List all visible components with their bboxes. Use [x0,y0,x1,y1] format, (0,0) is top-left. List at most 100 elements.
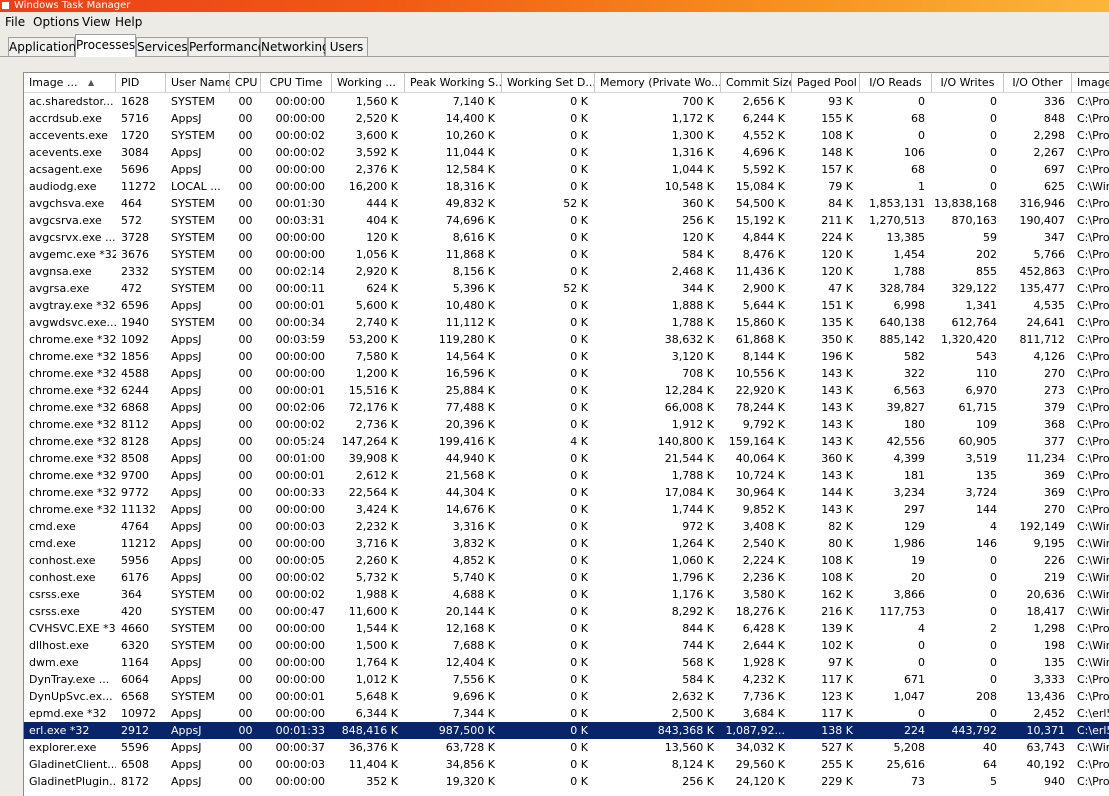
column-header-cpu-time[interactable]: CPU Time [261,73,332,92]
column-header-image-name[interactable]: Image ... ▲ [24,73,116,92]
cell-pid: 11212 [121,537,156,550]
cell-io-writes: 208 [976,690,997,703]
cell-pid: 5956 [121,554,149,567]
column-header-io-writes[interactable]: I/O Writes [932,73,1004,92]
cell-image-name: avgrsa.exe [29,282,90,295]
process-row[interactable]: avgcsrvx.exe ... 3728 SYSTEM 00 00:00:00 120 … [24,229,1109,246]
process-row[interactable]: accrdsub.exe 5716 AppsJ 00 00:00:00 2,520 K 14… [24,110,1109,127]
process-row[interactable]: chrome.exe *32 8112 AppsJ 00 00:00:02 2,736 K… [24,416,1109,433]
process-row[interactable]: accevents.exe 1720 SYSTEM 00 00:00:02 3,600 K… [24,127,1109,144]
menu-file[interactable]: File [5,15,26,29]
process-row[interactable]: DynUpSvc.ex... 6568 SYSTEM 00 00:00:01 5,648 … [24,688,1109,705]
cell-cpu: 00 [238,435,253,448]
menu-view[interactable]: View [82,15,111,29]
column-header-commit-size[interactable]: Commit Size [721,73,792,92]
cell-working-set: 1,988 K [355,588,398,601]
column-header-image-path[interactable]: Image [1072,73,1109,92]
tab-performance[interactable]: Performance [188,37,265,56]
cell-io-other: 2,452 [1033,707,1066,720]
cell-paged-pool: 117 K [821,673,853,686]
process-row[interactable]: chrome.exe *32 9700 AppsJ 00 00:00:01 2,612 K… [24,467,1109,484]
process-row[interactable]: cmd.exe 11212 AppsJ 00 00:00:00 3,716 K 3,832 … [24,535,1109,552]
process-row[interactable]: avgnsa.exe 2332 SYSTEM 00 00:02:14 2,920 K 8,1… [24,263,1109,280]
cell-pid: 3676 [121,248,149,261]
cell-working-set: 1,764 K [355,656,398,669]
cell-pid: 472 [121,282,142,295]
process-row[interactable]: GladinetPlugin... 8172 AppsJ 00 00:00:00 352 … [24,773,1109,790]
process-row[interactable]: dwm.exe 1164 AppsJ 00 00:00:00 1,764 K 12,404 … [24,654,1109,671]
column-header-memory-private[interactable]: Memory (Private Wo... [595,73,721,92]
column-header-peak-working-set[interactable]: Peak Working S... [405,73,502,92]
column-header-working-set-delta[interactable]: Working Set D... [502,73,595,92]
column-header-io-reads[interactable]: I/O Reads [860,73,932,92]
process-row[interactable]: acevents.exe 3084 AppsJ 00 00:00:02 3,592 K 11… [24,144,1109,161]
cell-paged-pool: 143 K [821,384,853,397]
process-row[interactable]: chrome.exe *32 11132 AppsJ 00 00:00:00 3,424 … [24,501,1109,518]
process-row[interactable]: avgchsva.exe 464 SYSTEM 00 00:01:30 444 K 49,8… [24,195,1109,212]
cell-commit-size: 10,724 K [735,469,785,482]
column-header-io-other[interactable]: I/O Other [1004,73,1072,92]
cell-working-set: 3,424 K [355,503,398,516]
process-row[interactable]: chrome.exe *32 1856 AppsJ 00 00:00:00 7,580 K… [24,348,1109,365]
process-row[interactable]: chrome.exe *32 6868 AppsJ 00 00:02:06 72,176 … [24,399,1109,416]
process-row[interactable]: conhost.exe 5956 AppsJ 00 00:00:05 2,260 K 4,8… [24,552,1109,569]
tab-processes[interactable]: Processes [75,34,136,57]
task-manager-icon [1,1,10,10]
cell-io-writes: 1,341 [965,299,998,312]
menu-help[interactable]: Help [115,15,143,29]
column-header-pid[interactable]: PID [116,73,166,92]
process-row[interactable]: cmd.exe 4764 AppsJ 00 00:00:03 2,232 K 3,316 K… [24,518,1109,535]
column-header-paged-pool[interactable]: Paged Pool [792,73,860,92]
process-row[interactable]: DynTray.exe ... 6064 AppsJ 00 00:00:00 1,012 … [24,671,1109,688]
process-row[interactable]: ac.sharedstor... 1628 SYSTEM 00 00:00:00 1,56… [24,93,1109,110]
cell-image-name: chrome.exe *32 [29,435,116,448]
cell-pid: 1720 [121,129,149,142]
process-row[interactable]: avgemc.exe *32 3676 SYSTEM 00 00:00:00 1,056 … [24,246,1109,263]
process-row[interactable]: csrss.exe 364 SYSTEM 00 00:00:02 1,988 K 4,688… [24,586,1109,603]
process-row[interactable]: explorer.exe 5596 AppsJ 00 00:00:37 36,376 K 6… [24,739,1109,756]
process-row[interactable]: chrome.exe *32 9772 AppsJ 00 00:00:33 22,564 … [24,484,1109,501]
process-row[interactable]: avgwdsvc.exe... 1940 SYSTEM 00 00:00:34 2,740… [24,314,1109,331]
process-row[interactable]: erl.exe *32 2912 AppsJ 00 00:01:33 848,416 K 9… [24,722,1109,739]
menu-options[interactable]: Options [33,15,80,29]
process-row[interactable]: chrome.exe *32 8508 AppsJ 00 00:01:00 39,908 … [24,450,1109,467]
process-row[interactable]: csrss.exe 420 SYSTEM 00 00:00:47 11,600 K 20,1… [24,603,1109,620]
tab-applications[interactable]: Applications [8,37,82,56]
cell-memory-private: 972 K [682,520,714,533]
column-header-label: I/O Reads [869,76,922,89]
cell-io-reads: 0 [918,656,925,669]
cell-working-set: 16,200 K [348,180,398,193]
cell-working-set-delta: 4 K [570,435,588,448]
cell-paged-pool: 216 K [821,605,853,618]
process-row[interactable]: conhost.exe 6176 AppsJ 00 00:00:02 5,732 K 5,7… [24,569,1109,586]
process-row[interactable]: acsagent.exe 5696 AppsJ 00 00:00:00 2,376 K 12… [24,161,1109,178]
cell-peak-working-set: 14,564 K [445,350,495,363]
tab-services[interactable]: Services [136,37,188,56]
column-header-user-name[interactable]: User Name [166,73,230,92]
process-row[interactable]: chrome.exe *32 1092 AppsJ 00 00:03:59 53,200 … [24,331,1109,348]
cell-io-writes: 0 [990,673,997,686]
process-row[interactable]: GladinetClient.... 6508 AppsJ 00 00:00:03 11,… [24,756,1109,773]
process-row[interactable]: chrome.exe *32 8128 AppsJ 00 00:05:24 147,264… [24,433,1109,450]
column-header-working-set[interactable]: Working ... [332,73,405,92]
process-row[interactable]: CVHSVC.EXE *32 4660 SYSTEM 00 00:00:00 1,544 … [24,620,1109,637]
tab-networking[interactable]: Networking [260,37,330,56]
process-row[interactable]: avgtray.exe *32 6596 AppsJ 00 00:00:01 5,600 … [24,297,1109,314]
process-row[interactable]: chrome.exe *32 6244 AppsJ 00 00:00:01 15,516 … [24,382,1109,399]
process-row[interactable]: avgcsrva.exe 572 SYSTEM 00 00:03:31 404 K 74,6… [24,212,1109,229]
cell-io-other: 1,298 [1033,622,1066,635]
process-row[interactable]: audiodg.exe 11272 LOCAL ... 00 00:00:00 16,20… [24,178,1109,195]
tab-users[interactable]: Users [325,37,368,56]
cell-pid: 1856 [121,350,149,363]
cell-working-set-delta: 0 K [570,129,588,142]
cell-peak-working-set: 14,676 K [445,503,495,516]
process-list[interactable]: Image ... ▲ PID User Name CPU CPU Time Working… [23,72,1109,796]
process-row[interactable]: dllhost.exe 6320 SYSTEM 00 00:00:00 1,500 K 7,… [24,637,1109,654]
cell-user-name: AppsJ [171,707,202,720]
process-row[interactable]: avgrsa.exe 472 SYSTEM 00 00:00:11 624 K 5,396 … [24,280,1109,297]
cell-cpu-time: 00:00:00 [275,231,325,244]
cell-memory-private: 21,544 K [664,452,714,465]
process-row[interactable]: chrome.exe *32 4588 AppsJ 00 00:00:00 1,200 K… [24,365,1109,382]
column-header-cpu[interactable]: CPU [230,73,261,92]
